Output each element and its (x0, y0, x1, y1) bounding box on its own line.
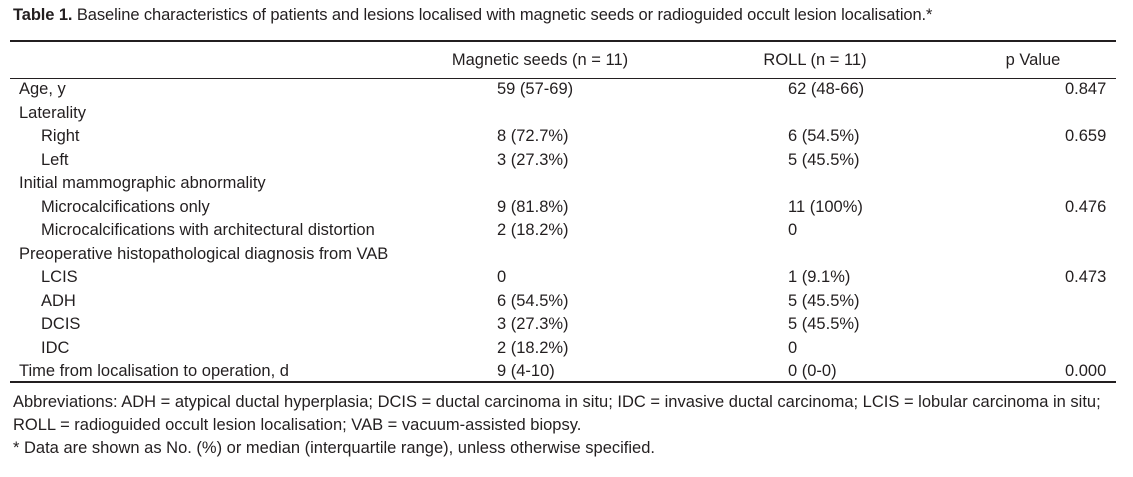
table-row: Microcalcifications only 9 (81.8%) 11 (100… (10, 196, 1116, 220)
magnetic-seeds-value (400, 243, 680, 267)
row-label: Microcalcifications only (41, 197, 210, 216)
p-value: 0.476 (1065, 197, 1107, 216)
header-magnetic-seeds: Magnetic seeds (n = 11) (451, 50, 629, 69)
abbreviations-note: Abbreviations: ADH = atypical ductal hyp… (13, 393, 1101, 434)
roll-value (680, 172, 950, 196)
table-row: LCIS 0 1 (9.1%) 0.473 (10, 266, 1116, 290)
roll-value: 5 (45.5%) (788, 150, 860, 169)
p-value: 0.847 (1065, 80, 1107, 98)
roll-value: 62 (48-66) (788, 80, 865, 98)
roll-value: 0 (788, 221, 798, 239)
table-row: Preoperative histopathological diagnosis… (10, 243, 1116, 267)
p-value: 0.659 (1065, 127, 1107, 145)
magnetic-seeds-value: 9 (4-10) (497, 362, 555, 380)
magnetic-seeds-value: 3 (27.3%) (497, 150, 569, 169)
magnetic-seeds-value (400, 102, 680, 126)
magnetic-seeds-value: 9 (81.8%) (497, 197, 569, 216)
p-value (950, 172, 1116, 196)
roll-value: 5 (45.5%) (788, 315, 860, 333)
magnetic-seeds-value: 0 (497, 268, 507, 286)
row-label: Laterality (19, 103, 86, 122)
roll-value (680, 243, 950, 267)
table-row: IDC 2 (18.2%) 0 (10, 337, 1116, 361)
magnetic-seeds-value: 6 (54.5%) (497, 291, 569, 310)
roll-value: 0 (788, 338, 798, 357)
table-row: Age, y 59 (57-69) 62 (48-66) 0.847 (10, 78, 1116, 102)
roll-value: 5 (45.5%) (788, 291, 860, 310)
row-label: Left (41, 150, 69, 169)
caption-text: Baseline characteristics of patients and… (72, 6, 933, 24)
row-label: Age, y (19, 80, 66, 98)
p-value: 0.473 (1065, 268, 1107, 286)
table-body: Age, y 59 (57-69) 62 (48-66) 0.847 Lateralit… (10, 78, 1116, 384)
p-value (950, 219, 1116, 243)
row-label: Preoperative histopathological diagnosis… (19, 244, 389, 263)
magnetic-seeds-value: 2 (18.2%) (497, 338, 569, 357)
table-caption: Table 1. Baseline characteristics of pat… (13, 6, 932, 25)
bottom-rule (10, 381, 1116, 383)
row-label: Microcalcifications with architectural d… (41, 221, 375, 239)
roll-value: 11 (100%) (788, 197, 863, 216)
table-row: Time from localisation to operation, d 9 … (10, 360, 1116, 384)
magnetic-seeds-value: 59 (57-69) (497, 80, 574, 98)
roll-value: 0 (0-0) (788, 362, 837, 380)
row-label: ADH (41, 291, 76, 310)
roll-value (680, 102, 950, 126)
roll-value: 1 (9.1%) (788, 268, 851, 286)
p-value (950, 337, 1116, 361)
footnote: * Data are shown as No. (%) or median (i… (13, 439, 655, 457)
p-value (950, 313, 1116, 337)
header-rule (10, 78, 1116, 79)
p-value: 0.000 (1065, 362, 1107, 380)
p-value (950, 243, 1116, 267)
caption-label: Table 1. (13, 6, 73, 24)
row-label: Right (41, 127, 80, 145)
magnetic-seeds-value: 8 (72.7%) (497, 127, 569, 145)
table-row: ADH 6 (54.5%) 5 (45.5%) (10, 290, 1116, 314)
header-roll: ROLL (n = 11) (763, 50, 867, 69)
row-label: Initial mammographic abnormality (19, 174, 266, 192)
row-label: IDC (41, 338, 70, 357)
header-p-value: p Value (1005, 50, 1061, 69)
row-label: DCIS (41, 315, 81, 333)
header-row: Magnetic seeds (n = 11) ROLL (n = 11) p … (10, 42, 1116, 78)
table-row: DCIS 3 (27.3%) 5 (45.5%) (10, 313, 1116, 337)
p-value (950, 149, 1116, 173)
table-row: Left 3 (27.3%) 5 (45.5%) (10, 149, 1116, 173)
magnetic-seeds-value: 3 (27.3%) (497, 315, 569, 333)
header-characteristic (10, 42, 400, 78)
table-row: Laterality (10, 102, 1116, 126)
row-label: LCIS (41, 268, 78, 286)
roll-value: 6 (54.5%) (788, 127, 860, 145)
p-value (950, 102, 1116, 126)
row-label: Time from localisation to operation, d (19, 362, 289, 380)
magnetic-seeds-value: 2 (18.2%) (497, 221, 569, 239)
table-row: Initial mammographic abnormality (10, 172, 1116, 196)
top-rule (10, 40, 1116, 42)
magnetic-seeds-value (400, 172, 680, 196)
p-value (950, 290, 1116, 314)
table-row: Right 8 (72.7%) 6 (54.5%) 0.659 (10, 125, 1116, 149)
table-row: Microcalcifications with architectural d… (10, 219, 1116, 243)
baseline-characteristics-table: Magnetic seeds (n = 11) ROLL (n = 11) p … (10, 42, 1116, 384)
